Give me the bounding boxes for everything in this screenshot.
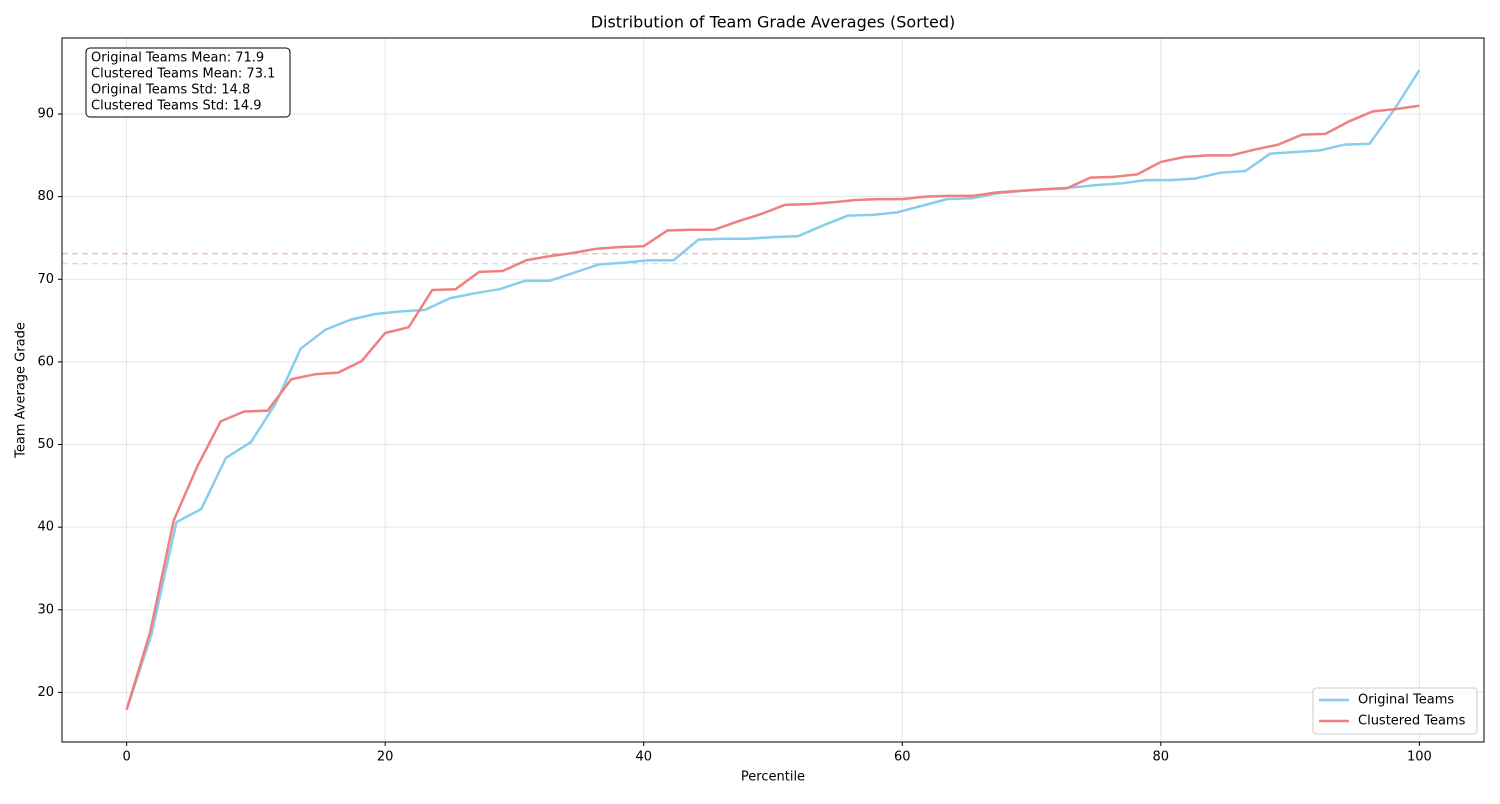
y-tick-label: 50 [37, 437, 54, 452]
annotation-line: Clustered Teams Std: 14.9 [91, 99, 262, 114]
y-tick-label: 20 [37, 685, 54, 700]
plot-area [62, 69, 1484, 711]
legend-label: Original Teams [1358, 693, 1454, 708]
x-axis-label: Percentile [741, 770, 805, 785]
legend-label: Clustered Teams [1358, 714, 1466, 729]
x-tick-label: 100 [1407, 750, 1432, 765]
y-tick-label: 70 [37, 272, 54, 287]
y-tick-label: 90 [37, 107, 54, 122]
axes-frame [61, 37, 1485, 743]
annotation-line: Original Teams Mean: 71.9 [91, 51, 264, 66]
y-tick-label: 80 [37, 189, 54, 204]
legend-box [1312, 687, 1478, 735]
y-tick-label: 60 [37, 354, 54, 369]
x-tick-label: 80 [1153, 750, 1170, 765]
legend: Original Teams Clustered Teams [1312, 687, 1478, 735]
y-tick-label: 40 [37, 520, 54, 535]
annotation-line: Clustered Teams Mean: 73.1 [91, 67, 275, 82]
series-line [125, 69, 1421, 711]
y-axis-label: Team Average Grade [14, 322, 29, 459]
chart-title: Distribution of Team Grade Averages (Sor… [591, 13, 956, 32]
x-tick-label: 20 [377, 750, 394, 765]
series-line [125, 104, 1420, 711]
x-tick-label: 60 [894, 750, 911, 765]
grid [62, 38, 1484, 742]
annotation-box [85, 47, 291, 118]
x-tick-label: 40 [635, 750, 652, 765]
x-tick-label: 0 [122, 750, 130, 765]
y-tick-label: 30 [37, 602, 54, 617]
annotation-line: Original Teams Std: 14.8 [91, 83, 250, 98]
